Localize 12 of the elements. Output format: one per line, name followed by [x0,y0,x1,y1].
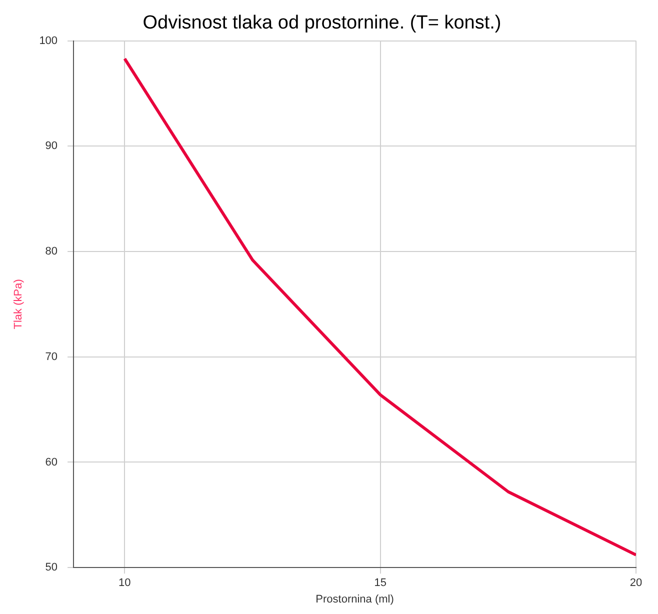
y-axis-title: Tlak (kPa) [12,279,25,330]
chart-title: Odvisnost tlaka od prostornine. (T= konst.) [142,12,502,34]
y-tick-label: 90 [45,140,58,152]
x-tick-label: 20 [630,577,642,590]
y-tick-label: 100 [39,34,58,47]
y-tick-label: 80 [45,246,58,258]
x-tick-label: 10 [118,577,131,590]
x-axis-title: Prostornina (ml) [316,593,394,606]
y-tick-label: 70 [45,350,58,363]
y-tick-label: 50 [45,562,58,574]
y-tick-label: 60 [45,456,58,468]
x-tick-label: 15 [374,577,386,590]
